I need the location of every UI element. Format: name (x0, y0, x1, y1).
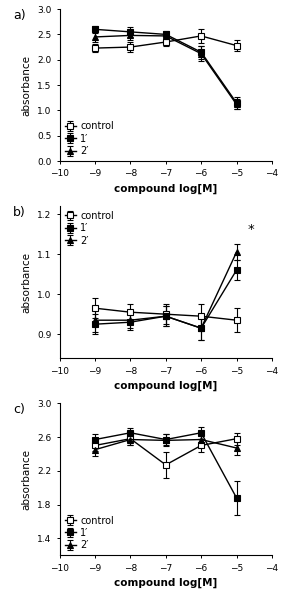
Y-axis label: absorbance: absorbance (21, 252, 32, 312)
Legend: control, 1′, 2′: control, 1′, 2′ (62, 514, 116, 552)
Y-axis label: absorbance: absorbance (21, 55, 32, 116)
Text: *: * (247, 223, 254, 236)
Y-axis label: absorbance: absorbance (21, 448, 32, 510)
Legend: control, 1′, 2′: control, 1′, 2′ (62, 119, 116, 158)
X-axis label: compound log[M]: compound log[M] (114, 578, 217, 589)
Text: c): c) (13, 403, 25, 416)
Text: a): a) (13, 9, 26, 22)
X-axis label: compound log[M]: compound log[M] (114, 184, 217, 194)
X-axis label: compound log[M]: compound log[M] (114, 381, 217, 391)
Text: b): b) (13, 206, 26, 219)
Legend: control, 1′, 2′: control, 1′, 2′ (62, 209, 116, 248)
